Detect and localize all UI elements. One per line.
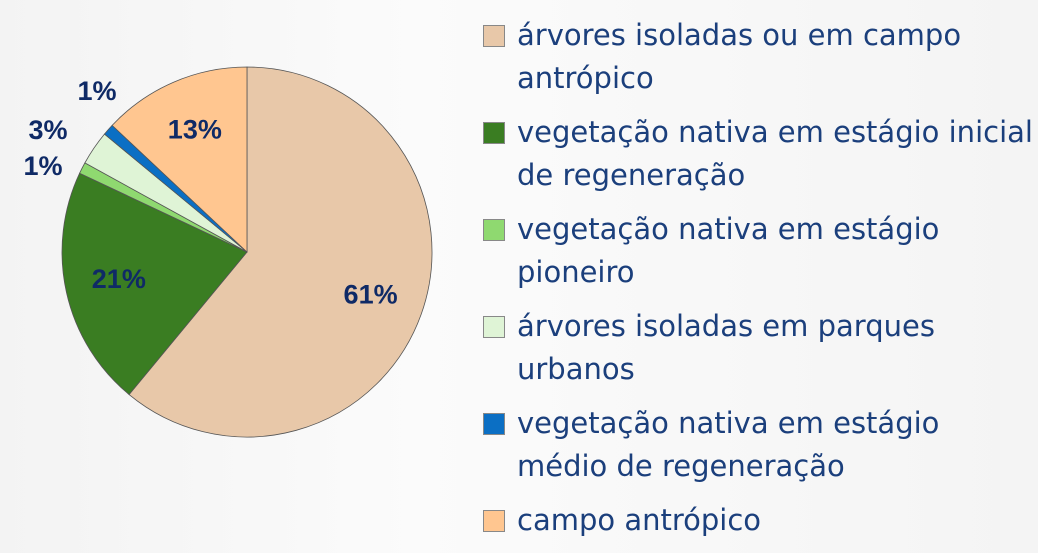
legend-item: vegetação nativa em estágio médio de reg…	[480, 402, 1036, 488]
data-label: 1%	[23, 151, 62, 181]
pie-slice	[61, 172, 248, 396]
pie-slice	[128, 66, 433, 438]
legend-swatch	[483, 219, 505, 241]
legend-label: vegetação nativa em estágio inicial de r…	[517, 115, 1033, 192]
data-label: 1%	[77, 76, 116, 106]
legend-label: vegetação nativa em estágio pioneiro	[517, 212, 940, 289]
legend-label: vegetação nativa em estágio médio de reg…	[517, 406, 940, 483]
legend-label: campo antrópico	[517, 503, 762, 537]
data-label: 3%	[28, 115, 67, 145]
legend-item: árvores isoladas em parques urbanos	[480, 305, 1036, 391]
data-label: 21%	[92, 264, 146, 294]
chart: 61% 21% 1% 3% 1% 13%	[23, 66, 433, 438]
pie-slice	[111, 66, 248, 253]
data-label: 61%	[344, 280, 398, 310]
legend-swatch	[483, 25, 505, 47]
legend-item: árvores isoladas ou em campo antrópico	[480, 14, 1036, 100]
legend-item: vegetação nativa em estágio pioneiro	[480, 208, 1036, 294]
legend-label: árvores isoladas em parques urbanos	[517, 309, 935, 386]
legend-item: campo antrópico	[480, 499, 1036, 542]
page: 61% 21% 1% 3% 1% 13% árvores isoladas ou em c…	[0, 0, 1038, 540]
legend: árvores isoladas ou em campo antrópico ve…	[480, 14, 1036, 553]
legend-label: árvores isoladas ou em campo antrópico	[517, 18, 962, 95]
legend-swatch	[483, 122, 505, 144]
legend-swatch	[483, 316, 505, 338]
legend-item: vegetação nativa em estágio inicial de r…	[480, 111, 1036, 197]
legend-swatch	[483, 413, 505, 435]
legend-swatch	[483, 510, 505, 532]
data-label: 13%	[168, 115, 222, 145]
